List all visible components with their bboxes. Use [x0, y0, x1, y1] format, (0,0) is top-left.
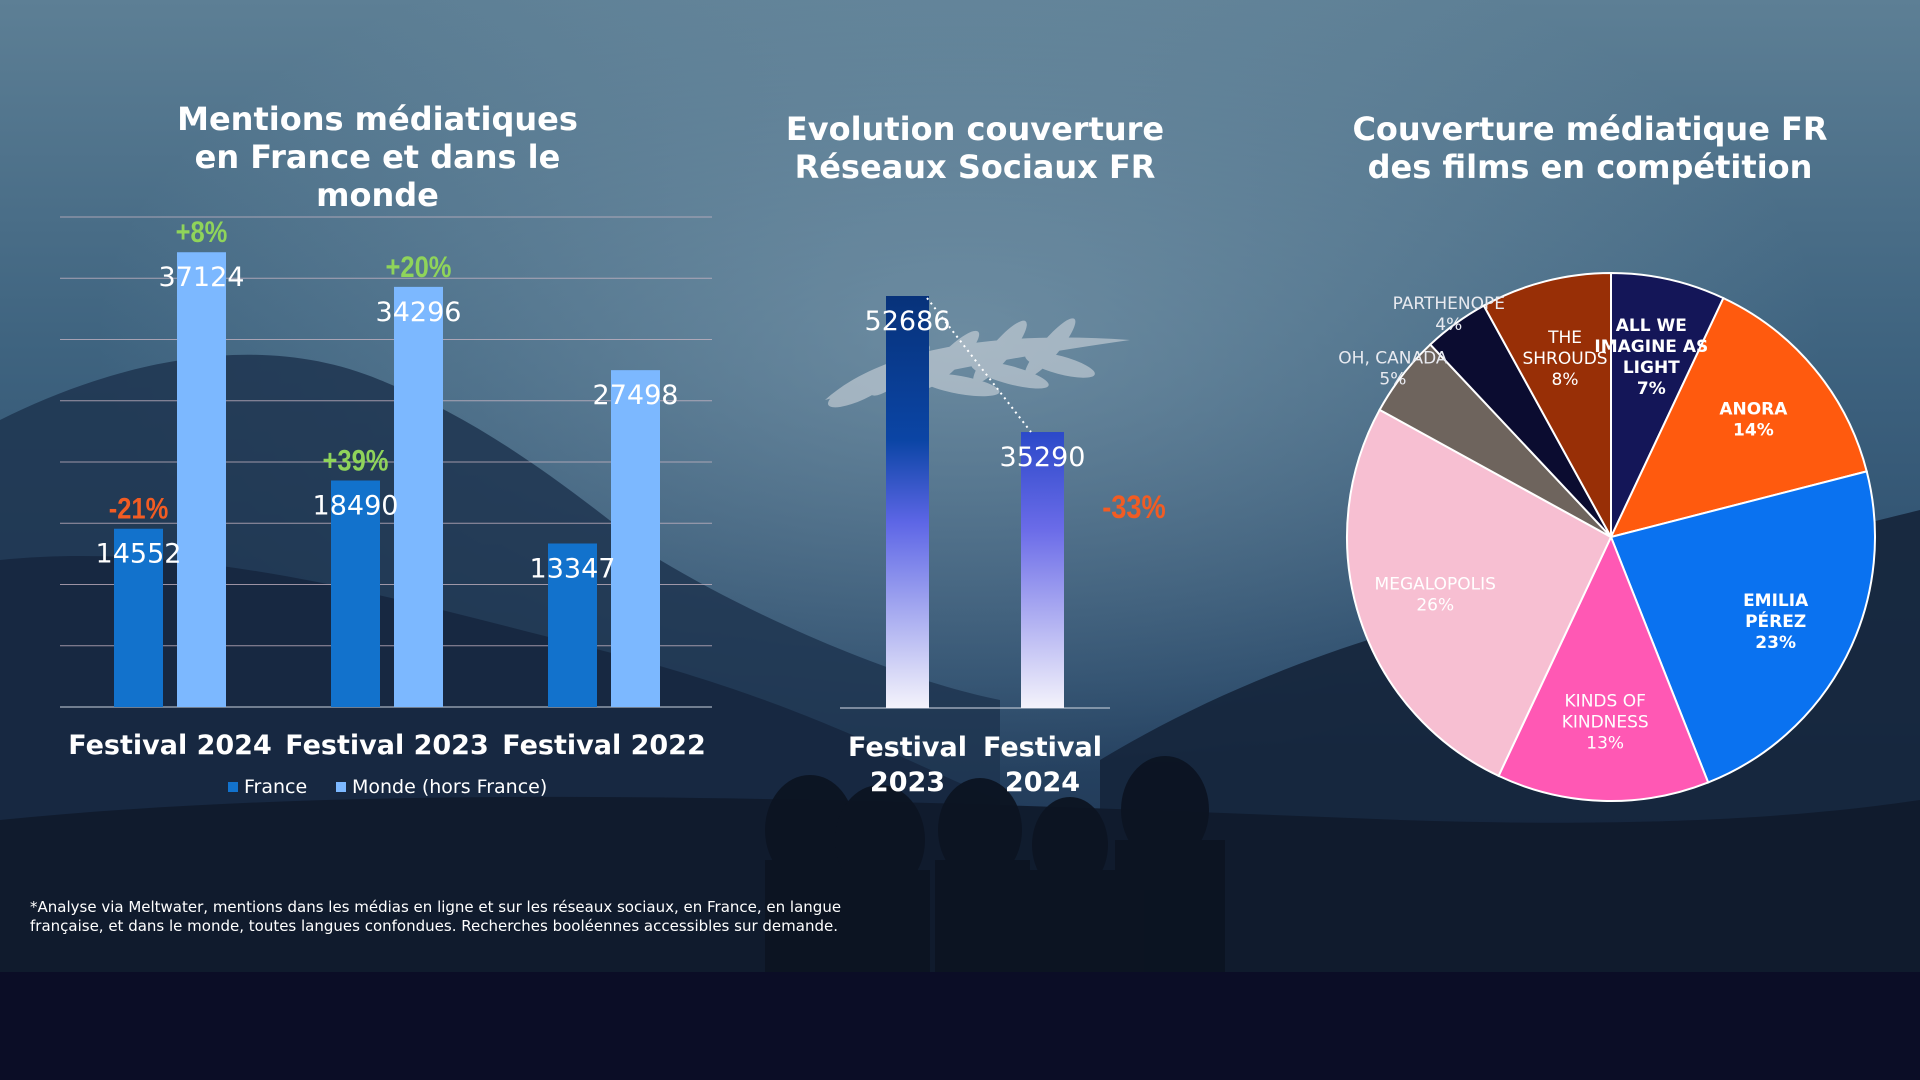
pie-slice-label: IMAGINE AS [1594, 337, 1708, 357]
pie-slice-label: PARTHENOPE [1393, 294, 1505, 314]
pie-slice-label: 8% [1552, 370, 1579, 390]
chart2-value-label: 52686 [865, 306, 951, 337]
pie-slice-label: EMILIA [1743, 591, 1809, 611]
chart3-title: Couverture médiatique FR des films en co… [1300, 110, 1880, 186]
chart1-category-label: Festival 2022 [502, 730, 706, 761]
pie-slice-label: ANORA [1719, 400, 1788, 420]
pie-slice-label: 7% [1637, 379, 1666, 399]
chart1-labels: 14552 37124 Festival 2024 18490 34296 Festiva… [68, 215, 706, 761]
chart1-value-label: 27498 [593, 380, 679, 411]
pie-slice-label: THE [1547, 328, 1582, 348]
pie-slice-label: 23% [1755, 633, 1796, 653]
chart1-change-annotation: +8% [176, 215, 228, 248]
chart1-bar [548, 543, 597, 707]
chart1-bar [331, 480, 380, 707]
chart2-change-annotation: -33% [1102, 490, 1165, 526]
chart3-title-line: des films en compétition [1367, 148, 1813, 186]
pie-slice-label: 14% [1733, 421, 1774, 441]
chart2-trend-line [926, 297, 1032, 433]
chart1-legend: France Monde (hors France) [228, 776, 547, 798]
pie-slice-label: LIGHT [1623, 358, 1680, 378]
chart1-title-line: Mentions médiatiques [177, 100, 578, 138]
chart1-value-label: 14552 [96, 539, 182, 570]
pie-slice-label: 4% [1435, 315, 1462, 335]
chart1-legend-swatch [228, 782, 238, 792]
pie-slice-label: ALL WE [1616, 316, 1687, 336]
chart1-value-label: 37124 [159, 262, 245, 293]
chart1-title-line: monde [316, 176, 439, 214]
pie-slice-label: MEGALOPOLIS [1375, 575, 1496, 595]
chart1-category-label: Festival 2023 [285, 730, 489, 761]
chart1-category-label: Festival 2024 [68, 730, 272, 761]
pie-slice [1482, 271, 1612, 538]
chart1-legend-swatch [336, 782, 346, 792]
chart2-category-label: Festival [983, 732, 1102, 763]
chart2-category-label: Festival [848, 732, 967, 763]
chart1-bar [611, 370, 660, 707]
chart3-title-line: Couverture médiatique FR [1352, 110, 1828, 148]
chart2-value-label: 35290 [1000, 442, 1086, 473]
chart1-change-annotation: +20% [386, 250, 452, 283]
pie-slice [1610, 271, 1725, 538]
footnote-line: française, et dans le monde, toutes lang… [30, 917, 838, 935]
pie-slice-label: 5% [1379, 369, 1406, 389]
chart2-category-label: 2024 [1005, 767, 1080, 798]
pie-slice-label: OH, CANADA [1338, 348, 1448, 368]
pie-slice [1609, 296, 1868, 539]
chart1-change-annotation: -21% [109, 492, 169, 525]
footer-band [0, 972, 1920, 1080]
footnote: *Analyse via Meltwater, mentions dans le… [30, 898, 930, 936]
chart2-title-line: Réseaux Sociaux FR [794, 148, 1156, 186]
chart1-legend-label: France [244, 776, 307, 798]
pie-slice-label: 26% [1416, 596, 1454, 616]
chart2-title: Evolution couverture Réseaux Sociaux FR [740, 110, 1210, 186]
chart2-category-label: 2023 [870, 767, 945, 798]
chart1-bar [177, 252, 226, 707]
pie-slice-label: 13% [1586, 734, 1624, 754]
chart1-value-label: 13347 [530, 553, 616, 584]
chart1-value-label: 34296 [376, 297, 462, 328]
pie-slice-label: KINDS OF [1565, 692, 1646, 712]
pie-slice-label: SHROUDS [1522, 349, 1607, 369]
chart1-value-label: 18490 [313, 490, 399, 521]
chart1-title: Mentions médiatiques en France et dans l… [130, 100, 625, 214]
chart1-change-annotation: +39% [323, 444, 389, 477]
pie-slice-label: KINDNESS [1562, 713, 1649, 733]
pie-slice [1609, 470, 1877, 784]
chart2: 52686 Festival 2023 35290 Festival 2024 -33% [840, 296, 1166, 798]
chart1-title-line: en France et dans le [194, 138, 561, 176]
pie-slice-label: PÉREZ [1745, 610, 1806, 632]
chart1-gridlines [60, 216, 712, 708]
pie-slice [1497, 534, 1710, 802]
chart2-bar [886, 296, 929, 708]
footnote-line: *Analyse via Meltwater, mentions dans le… [30, 898, 842, 916]
chart1-bar [114, 528, 163, 707]
chart1-bars [114, 252, 660, 707]
chart1-legend-label: Monde (hors France) [352, 776, 547, 798]
chart1-bar [394, 286, 443, 707]
chart2-title-line: Evolution couverture [785, 110, 1165, 148]
chart2-bar [1021, 432, 1064, 708]
charts-canvas: 14552 37124 Festival 2024 18490 34296 Festiva… [60, 215, 1877, 802]
